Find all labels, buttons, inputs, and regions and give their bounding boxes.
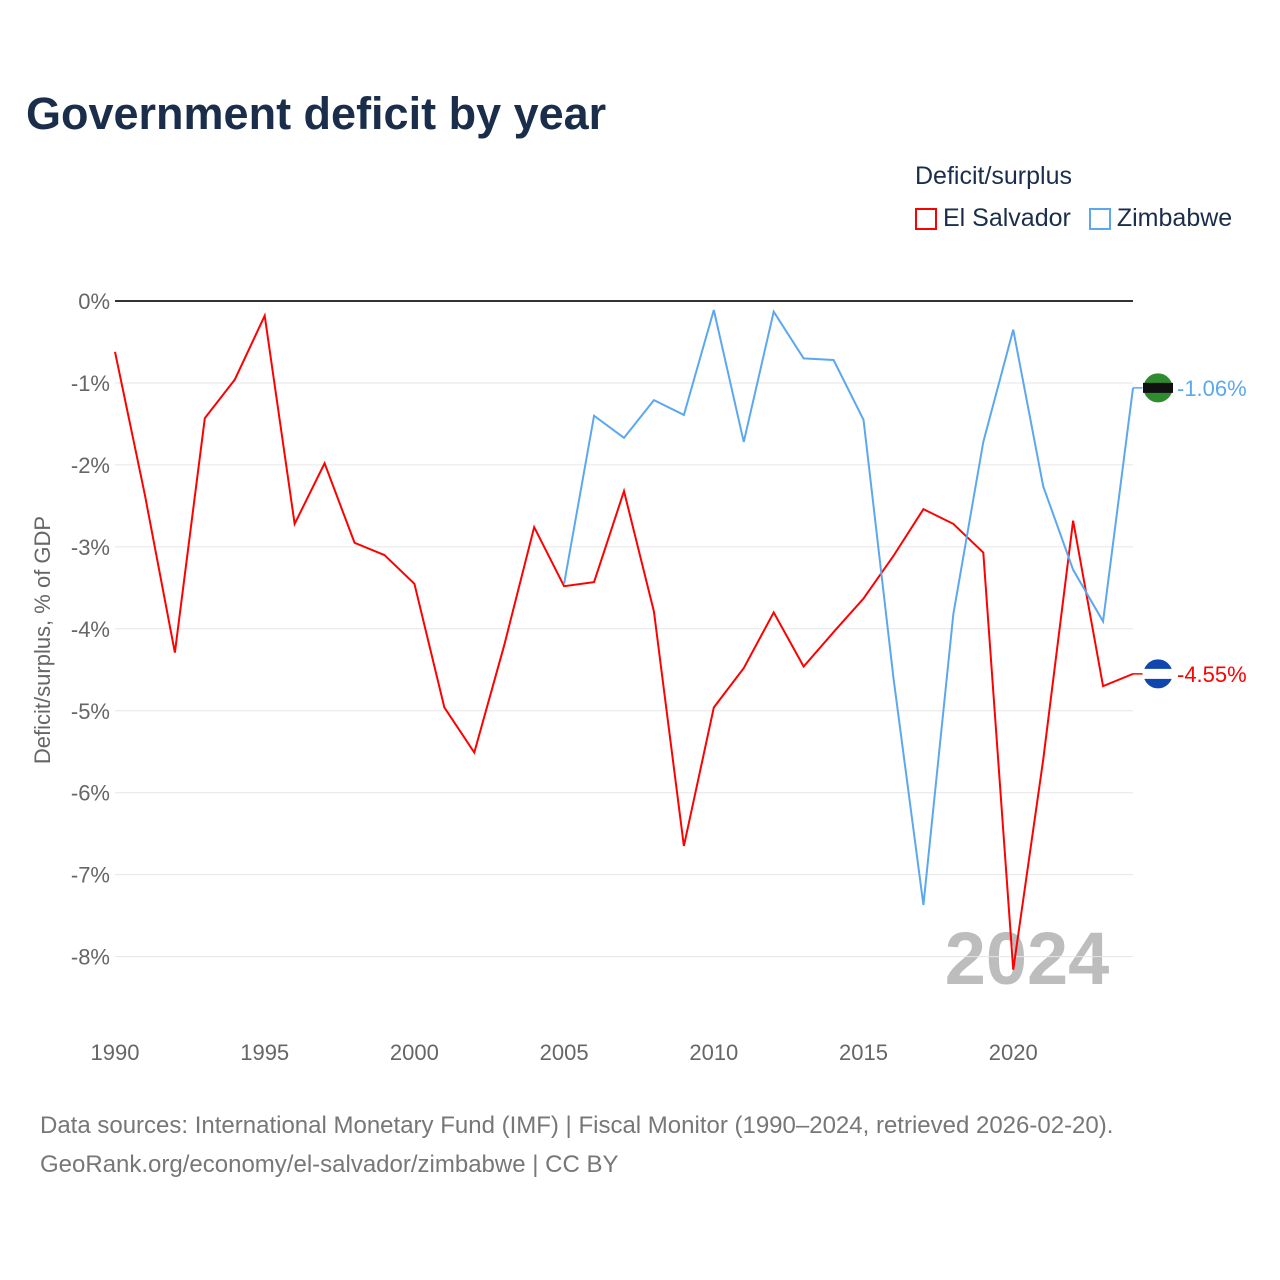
x-tick-label: 1995 <box>240 1040 289 1065</box>
x-tick-label: 2010 <box>689 1040 738 1065</box>
legend: El Salvador Zimbabwe <box>915 204 1232 233</box>
y-tick-label: -5% <box>71 699 110 724</box>
flag-stripe <box>1143 668 1173 679</box>
legend-item-zimbabwe[interactable]: Zimbabwe <box>1088 204 1233 233</box>
source-line-2[interactable]: GeoRank.org/economy/el-salvador/zimbabwe… <box>40 1151 619 1178</box>
source-line-1: Data sources: International Monetary Fun… <box>40 1112 1114 1139</box>
source-note: Data sources: International Monetary Fun… <box>40 1106 1113 1184</box>
y-tick-label: -4% <box>71 617 110 642</box>
chart-title: Government deficit by year <box>26 88 607 139</box>
y-tick-label: -1% <box>71 371 110 396</box>
legend-title: Deficit/surplus <box>915 162 1072 190</box>
y-tick-label: -6% <box>71 781 110 806</box>
year-watermark: 2024 <box>945 917 1110 1000</box>
series-line-zimbabwe <box>563 309 1134 906</box>
flag-stripe <box>1143 382 1173 393</box>
x-tick-label: 2000 <box>390 1040 439 1065</box>
x-tick-label: 1990 <box>91 1040 140 1065</box>
legend-swatch <box>915 207 937 230</box>
x-tick-label: 2005 <box>540 1040 589 1065</box>
y-tick-label: -8% <box>71 945 110 970</box>
legend-swatch <box>1088 207 1111 230</box>
legend-label: Zimbabwe <box>1116 204 1233 232</box>
y-tick-label: -2% <box>71 453 110 478</box>
y-axis-label: Deficit/surplus, % of GDP <box>30 516 55 764</box>
end-value-label: -4.55% <box>1177 662 1247 687</box>
y-tick-label: -3% <box>71 535 110 560</box>
x-tick-label: 2020 <box>989 1040 1038 1065</box>
legend-item-el-salvador[interactable]: El Salvador <box>915 204 1071 233</box>
end-value-label: -1.06% <box>1177 376 1247 401</box>
x-tick-label: 2015 <box>839 1040 888 1065</box>
series-line-el-salvador <box>114 312 1134 970</box>
legend-label: El Salvador <box>943 204 1071 232</box>
y-tick-label: -7% <box>71 863 110 888</box>
y-tick-label: 0% <box>78 289 110 314</box>
